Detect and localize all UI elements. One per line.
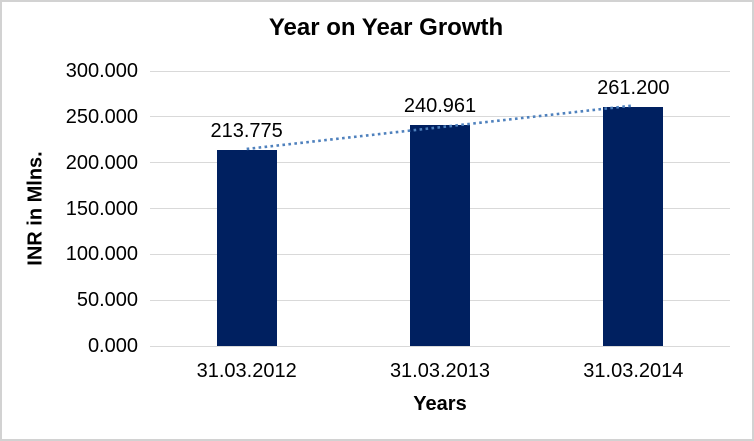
x-axis-title: Years (413, 393, 467, 415)
y-tick-label: 150.000 (65, 197, 138, 220)
y-tick-label: 200.000 (65, 151, 138, 174)
y-tick-label: 50.000 (76, 289, 138, 312)
data-label: 240.961 (403, 95, 477, 118)
trendline (246, 104, 634, 151)
x-axis-line (150, 345, 730, 347)
x-tick-label: 31.03.2012 (196, 360, 297, 382)
bar (216, 150, 277, 346)
data-label: 213.775 (210, 120, 283, 143)
x-tick-label: 31.03.2014 (583, 360, 684, 382)
gridline (150, 116, 730, 118)
y-tick-label: 0.000 (87, 335, 138, 357)
gridline (150, 70, 730, 72)
chart-title: Year on Year Growth (268, 14, 504, 41)
bar (410, 125, 470, 346)
bar (603, 106, 664, 346)
y-tick-label: 250.000 (65, 105, 138, 128)
plot-area (150, 70, 730, 347)
data-label: 261.200 (597, 76, 670, 99)
y-tick-label: 300.000 (65, 60, 138, 82)
x-tick-label: 31.03.2013 (389, 360, 491, 382)
y-tick-label: 100.000 (65, 243, 138, 266)
